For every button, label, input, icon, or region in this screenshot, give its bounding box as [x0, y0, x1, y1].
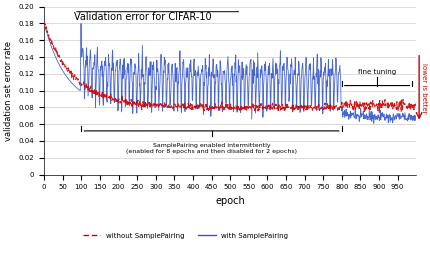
Text: SamplePairing enabled intermittently
(enabled for 8 epochs and then disabled for: SamplePairing enabled intermittently (en…: [126, 143, 296, 154]
without SamplePairing: [376, 111, 381, 114]
with SamplePairing: [412, 114, 418, 117]
without SamplePairing: [191, 106, 197, 109]
with SamplePairing: [370, 122, 375, 125]
without SamplePairing: [296, 106, 301, 109]
X-axis label: epoch: epoch: [215, 196, 245, 206]
Y-axis label: validation set error rate: validation set error rate: [4, 41, 13, 141]
with SamplePairing: [331, 106, 336, 109]
without SamplePairing: [205, 105, 210, 108]
with SamplePairing: [337, 75, 342, 78]
without SamplePairing: [42, 21, 47, 24]
Text: Validation error for CIFAR-10: Validation error for CIFAR-10: [74, 12, 211, 22]
Line: with SamplePairing: with SamplePairing: [44, 24, 415, 123]
with SamplePairing: [42, 22, 47, 25]
with SamplePairing: [296, 69, 301, 73]
with SamplePairing: [205, 85, 210, 88]
with SamplePairing: [191, 74, 197, 77]
Line: without SamplePairing: without SamplePairing: [44, 23, 415, 113]
Text: lower is better: lower is better: [421, 63, 427, 113]
without SamplePairing: [412, 101, 418, 104]
with SamplePairing: [80, 51, 85, 54]
Text: fine tuning: fine tuning: [357, 69, 395, 75]
Legend: without SamplePairing, with SamplePairing: without SamplePairing, with SamplePairin…: [80, 230, 290, 242]
without SamplePairing: [331, 105, 336, 108]
without SamplePairing: [80, 83, 85, 86]
without SamplePairing: [337, 105, 342, 108]
